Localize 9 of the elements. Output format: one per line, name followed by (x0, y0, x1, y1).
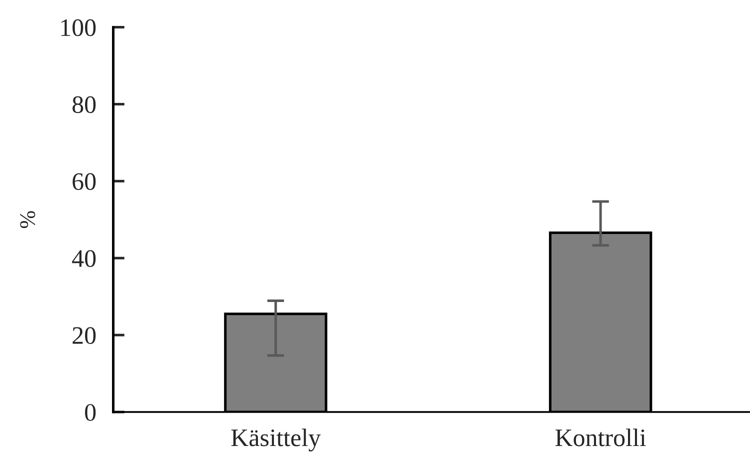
y-tick-label: 80 (72, 96, 96, 114)
y-tick-label: 60 (72, 173, 96, 190)
y-tick-label: 40 (72, 250, 96, 268)
x-tick-label: Kontrolli (555, 428, 646, 446)
y-tick-label: 100 (61, 19, 96, 36)
y-tick-label: 0 (85, 404, 96, 421)
y-tick-label: 20 (72, 327, 96, 344)
y-axis-title: % (20, 211, 36, 228)
x-tick-label: Käsittely (231, 428, 321, 452)
